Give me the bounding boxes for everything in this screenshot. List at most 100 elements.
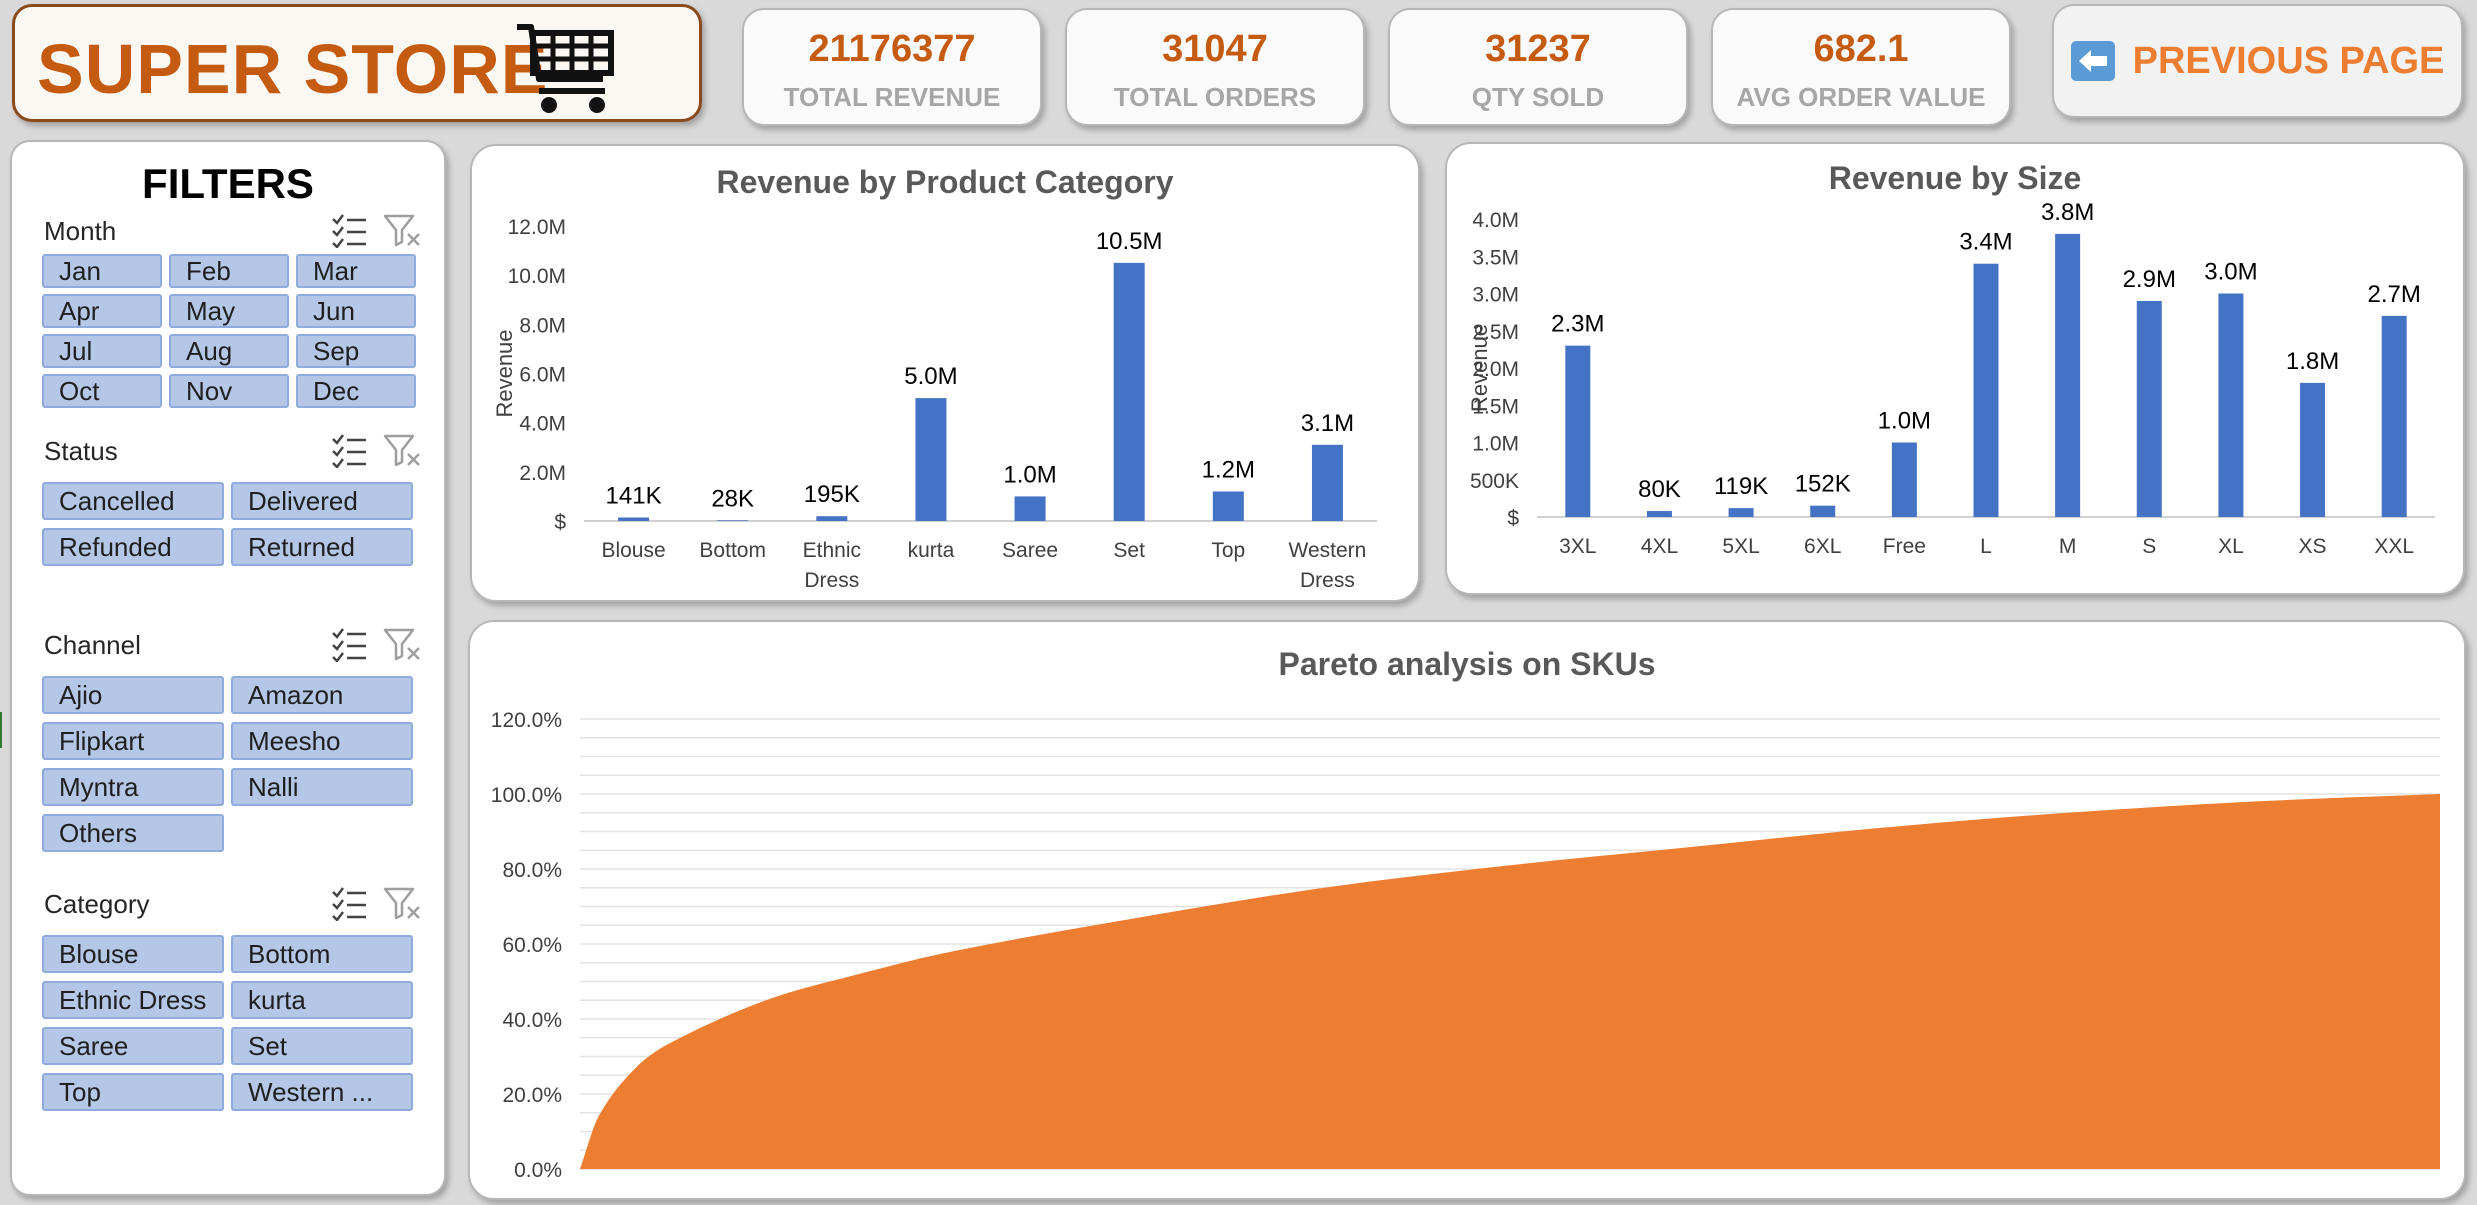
x-tick-label: kurta	[908, 539, 955, 562]
revenue-by-category-chart: Revenue by Product Category $2.0M 4.0M 6.0…	[470, 144, 1420, 602]
x-tick-label: 4XL	[1641, 535, 1678, 558]
slicer-items: Blouse Bottom Ethnic Dress kurta Saree Set Top…	[42, 935, 432, 1111]
y-tick-label: 500K	[1470, 470, 1519, 493]
slicer-item-delivered[interactable]: Delivered	[231, 482, 413, 520]
kpi-label: TOTAL ORDERS	[1113, 82, 1317, 112]
x-tick-label: XS	[2299, 535, 2327, 558]
slicer-item-bottom[interactable]: Bottom	[231, 935, 413, 973]
data-label: 2.3M	[1551, 311, 1604, 338]
clear-filter-icon[interactable]	[382, 432, 422, 468]
bar-3xl	[1565, 345, 1591, 517]
x-tick-label: S	[2142, 535, 2156, 558]
slicer-item-set[interactable]: Set	[231, 1027, 413, 1065]
slicer-month: Month Jan Feb Mar Apr May Jun Jul Aug Sep Oct Nov De…	[42, 212, 432, 408]
slicer-item-cancelled[interactable]: Cancelled	[42, 482, 224, 520]
pareto-area-plot: 0.0% 20.0% 40.0% 60.0% 80.0% 100.0% 120.0%	[491, 709, 2440, 1182]
bar-blouse	[618, 517, 650, 521]
bar-5xl	[1728, 508, 1754, 517]
slicer-item-blouse[interactable]: Blouse	[42, 935, 224, 973]
y-tick-label: $	[1507, 507, 1519, 530]
previous-page-button[interactable]: PREVIOUS PAGE	[2052, 4, 2463, 118]
chart-title: Revenue by Product Category	[716, 164, 1174, 200]
slicer-item-ethnic-dress[interactable]: Ethnic Dress	[42, 981, 224, 1019]
slicer-item-aug[interactable]: Aug	[169, 334, 289, 368]
kpi-total-revenue: 21176377 TOTAL REVENUE	[742, 8, 1042, 126]
data-label: 2.7M	[2368, 281, 2421, 308]
clear-filter-icon[interactable]	[382, 885, 422, 921]
bar-free	[1891, 442, 1917, 517]
x-tick-label: Blouse	[601, 539, 665, 562]
slicer-item-myntra[interactable]: Myntra	[42, 768, 224, 806]
slicer-item-mar[interactable]: Mar	[296, 254, 416, 288]
kpi-value: 31237	[1485, 28, 1591, 70]
multi-select-icon[interactable]	[330, 212, 368, 248]
bar-kurta	[915, 398, 947, 521]
multi-select-icon[interactable]	[330, 626, 368, 662]
y-tick-label: 2.0M	[1472, 358, 1519, 381]
slicer-item-returned[interactable]: Returned	[231, 528, 413, 566]
y-tick-label: 3.5M	[1472, 246, 1519, 269]
slicer-header: Month	[42, 212, 432, 252]
data-label: 10.5M	[1096, 228, 1163, 255]
slicer-item-refunded[interactable]: Refunded	[42, 528, 224, 566]
slicer-item-jun[interactable]: Jun	[296, 294, 416, 328]
slicer-item-feb[interactable]: Feb	[169, 254, 289, 288]
slicer-item-ajio[interactable]: Ajio	[42, 676, 224, 714]
slicer-item-amazon[interactable]: Amazon	[231, 676, 413, 714]
slicer-item-nov[interactable]: Nov	[169, 374, 289, 408]
clear-filter-icon[interactable]	[382, 626, 422, 662]
x-tick-label: Ethnic	[803, 539, 861, 562]
x-tick-label: 5XL	[1722, 535, 1759, 558]
size-bar-plot: $500K 1.0M 1.5M 2.0M 2.5M 3.0M 3.5M 4.0M Revenue…	[1467, 199, 2435, 558]
x-tick-label: 3XL	[1559, 535, 1596, 558]
bar-top	[1212, 491, 1244, 521]
y-tick-label: 3.0M	[1472, 284, 1519, 307]
slicer-item-saree[interactable]: Saree	[42, 1027, 224, 1065]
slicer-item-flipkart[interactable]: Flipkart	[42, 722, 224, 760]
slicer-item-kurta[interactable]: kurta	[231, 981, 413, 1019]
logo-title: SUPER STORE	[37, 30, 549, 108]
slicer-item-western[interactable]: Western ...	[231, 1073, 413, 1111]
data-label: 5.0M	[904, 363, 957, 390]
slicer-item-nalli[interactable]: Nalli	[231, 768, 413, 806]
y-tick-label: 1.0M	[1472, 433, 1519, 456]
slicer-items: Cancelled Delivered Refunded Returned	[42, 482, 432, 566]
multi-select-icon[interactable]	[330, 885, 368, 921]
slicer-item-top[interactable]: Top	[42, 1073, 224, 1111]
slicer-item-others[interactable]: Others	[42, 814, 224, 852]
y-tick-label: 10.0M	[508, 265, 566, 288]
revenue-by-size-chart: Revenue by Size $500K 1.0M 1.5M 2.0M 2.5M 3.0…	[1445, 142, 2465, 595]
slicer-item-jan[interactable]: Jan	[42, 254, 162, 288]
slicer-item-may[interactable]: May	[169, 294, 289, 328]
slicer-header: Channel	[42, 626, 432, 666]
bar-xs	[2300, 382, 2326, 517]
bar-saree	[1014, 496, 1046, 521]
bar-6xl	[1810, 505, 1836, 517]
multi-select-icon[interactable]	[330, 432, 368, 468]
x-tick-label: Set	[1113, 539, 1145, 562]
chart-title: Revenue by Size	[1828, 160, 2082, 196]
slicer-items: Jan Feb Mar Apr May Jun Jul Aug Sep Oct Nov Dec	[42, 254, 432, 408]
slicer-item-dec[interactable]: Dec	[296, 374, 416, 408]
slicer-items: Ajio Amazon Flipkart Meesho Myntra Nalli Other…	[42, 676, 432, 852]
y-tick-label: $	[554, 511, 566, 534]
bar-xxl	[2381, 315, 2407, 517]
slicer-item-jul[interactable]: Jul	[42, 334, 162, 368]
slicer-item-meesho[interactable]: Meesho	[231, 722, 413, 760]
bar-set	[1113, 262, 1145, 521]
kpi-avg-order-value: 682.1 AVG ORDER VALUE	[1711, 8, 2011, 126]
y-tick-label: 2.0M	[519, 462, 566, 485]
kpi-label: QTY SOLD	[1471, 82, 1605, 112]
shopping-cart-icon	[517, 24, 614, 113]
clear-filter-icon[interactable]	[382, 212, 422, 248]
y-tick-label: 0.0%	[514, 1159, 562, 1182]
kpi-label: AVG ORDER VALUE	[1736, 82, 1986, 112]
cumulative-revenue-area	[580, 794, 2440, 1169]
slicer-item-oct[interactable]: Oct	[42, 374, 162, 408]
data-label: 3.1M	[1301, 410, 1354, 437]
slicer-item-sep[interactable]: Sep	[296, 334, 416, 368]
slicer-item-apr[interactable]: Apr	[42, 294, 162, 328]
data-label: 1.0M	[1878, 408, 1931, 435]
bar-m	[2055, 233, 2081, 517]
bar-s	[2136, 300, 2162, 517]
